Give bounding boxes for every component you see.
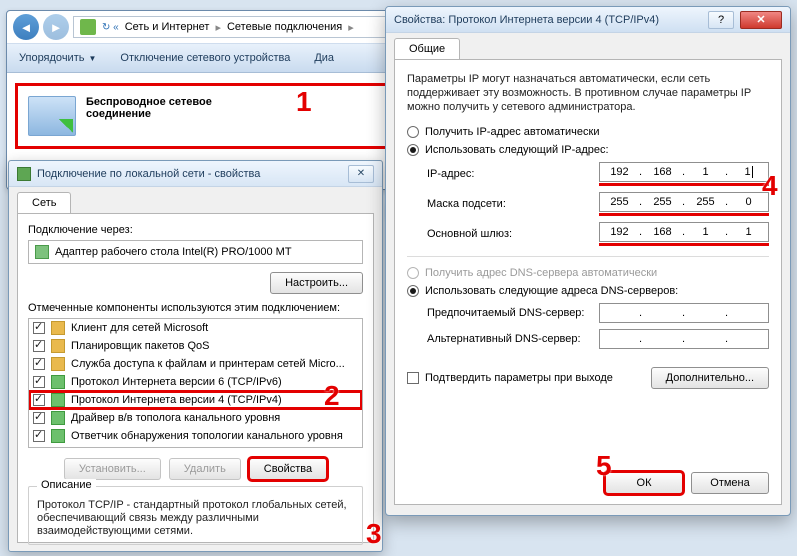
components-label: Отмеченные компоненты используются этим … (28, 302, 363, 314)
list-item: Протокол Интернета версии 6 (TCP/IPv6) (29, 373, 362, 391)
protocol-icon (51, 375, 65, 389)
help-icon[interactable]: ? (708, 11, 734, 29)
ok-button[interactable]: ОК (605, 472, 683, 494)
dns2-label: Альтернативный DNS-сервер: (427, 333, 599, 345)
properties-button[interactable]: Свойства (249, 458, 327, 480)
checkbox[interactable] (33, 358, 45, 370)
adapter-name: Адаптер рабочего стола Intel(R) PRO/1000… (55, 246, 292, 258)
connection-via-label: Подключение через: (28, 224, 363, 236)
back-button[interactable]: ◄ (13, 14, 39, 40)
subnet-mask-input[interactable]: 255. 255. 255. 0 (599, 192, 769, 212)
adapter-icon (35, 245, 49, 259)
ip-label: IP-адрес: (427, 168, 599, 180)
confirm-checkbox[interactable] (407, 372, 419, 384)
list-item: Ответчик обнаружения топологии канальног… (29, 427, 362, 445)
checkbox[interactable] (33, 340, 45, 352)
lan-properties-dialog: Подключение по локальной сети - свойства… (8, 160, 383, 552)
toolbar-label: Упорядочить (19, 52, 84, 64)
radio-icon (407, 267, 419, 279)
configure-button[interactable]: Настроить... (270, 272, 363, 294)
checkbox[interactable] (33, 394, 45, 406)
radio-auto-dns: Получить адрес DNS-сервера автоматически (407, 267, 769, 279)
checkbox[interactable] (33, 376, 45, 388)
chevron-right-icon: ▸ (215, 21, 221, 34)
dns2-input[interactable]: ... (599, 329, 769, 349)
mask-label: Маска подсети: (427, 198, 599, 210)
organize-menu[interactable]: Упорядочить ▼ (19, 52, 96, 64)
list-item: Планировщик пакетов QoS (29, 337, 362, 355)
radio-icon (407, 285, 419, 297)
chevron-down-icon: ▼ (88, 54, 96, 63)
wifi-adapter-icon (28, 96, 76, 136)
checkbox[interactable] (33, 322, 45, 334)
description-text: Протокол TCP/IP - стандартный протокол г… (29, 499, 362, 544)
dialog-title: Свойства: Протокол Интернета версии 4 (T… (394, 14, 702, 26)
wifi-caption: соединение (86, 108, 212, 120)
network-icon (80, 19, 96, 35)
install-button: Установить... (64, 458, 161, 480)
refresh-icon: ↻ « (102, 22, 119, 33)
service-icon (51, 339, 65, 353)
radio-auto-ip[interactable]: Получить IP-адрес автоматически (407, 126, 769, 138)
list-item: Служба доступа к файлам и принтерам сете… (29, 355, 362, 373)
list-item: Клиент для сетей Microsoft (29, 319, 362, 337)
description-group: Описание Протокол TCP/IP - стандартный п… (28, 486, 363, 545)
tab-general[interactable]: Общие (394, 38, 460, 59)
close-icon[interactable]: ✕ (348, 165, 374, 183)
driver-icon (51, 411, 65, 425)
tab-network[interactable]: Сеть (17, 192, 71, 213)
gateway-input[interactable]: 192. 168. 1. 1 (599, 222, 769, 242)
breadcrumb-2[interactable]: Сетевые подключения (227, 21, 342, 33)
disable-device-button[interactable]: Отключение сетевого устройства (120, 52, 290, 64)
protocol-icon (51, 393, 65, 407)
dialog-icon (17, 167, 31, 181)
diagnose-button[interactable]: Диа (314, 52, 334, 64)
responder-icon (51, 429, 65, 443)
confirm-label: Подтвердить параметры при выходе (425, 372, 613, 384)
chevron-right-icon: ▸ (348, 21, 354, 34)
dialog-title: Подключение по локальной сети - свойства (37, 168, 342, 180)
wifi-caption: Беспроводное сетевое (86, 96, 212, 108)
client-icon (51, 321, 65, 335)
list-item: Драйвер в/в тополога канального уровня (29, 409, 362, 427)
radio-icon (407, 144, 419, 156)
tcpip-properties-dialog: Свойства: Протокол Интернета версии 4 (T… (385, 6, 791, 516)
forward-button[interactable]: ► (43, 14, 69, 40)
checkbox[interactable] (33, 412, 45, 424)
breadcrumb-1[interactable]: Сеть и Интернет (125, 21, 210, 33)
dns1-label: Предпочитаемый DNS-сервер: (427, 307, 599, 319)
gateway-label: Основной шлюз: (427, 228, 599, 240)
advanced-button[interactable]: Дополнительно... (651, 367, 769, 389)
components-list[interactable]: Клиент для сетей Microsoft Планировщик п… (28, 318, 363, 448)
cancel-button[interactable]: Отмена (691, 472, 769, 494)
dns1-input[interactable]: ... (599, 303, 769, 323)
close-icon[interactable]: ✕ (740, 11, 782, 29)
radio-icon (407, 126, 419, 138)
adapter-field: Адаптер рабочего стола Intel(R) PRO/1000… (28, 240, 363, 264)
checkbox[interactable] (33, 430, 45, 442)
service-icon (51, 357, 65, 371)
remove-button: Удалить (169, 458, 241, 480)
radio-use-ip[interactable]: Использовать следующий IP-адрес: (407, 144, 769, 156)
list-item-tcpipv4: Протокол Интернета версии 4 (TCP/IPv4) (29, 391, 362, 409)
ip-address-input[interactable]: 192. 168. 1. 1 (599, 162, 769, 182)
description-title: Описание (37, 479, 96, 491)
radio-use-dns[interactable]: Использовать следующие адреса DNS-сервер… (407, 285, 769, 297)
intro-text: Параметры IP могут назначаться автоматич… (407, 72, 769, 114)
